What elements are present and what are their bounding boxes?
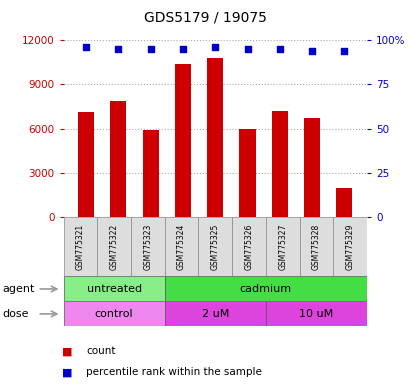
- Point: [211, 44, 218, 50]
- Bar: [110, 101, 126, 217]
- Bar: [207, 58, 223, 217]
- Text: dose: dose: [2, 309, 29, 319]
- Bar: [239, 129, 255, 217]
- Text: GSM775324: GSM775324: [177, 223, 186, 270]
- Text: GSM775322: GSM775322: [109, 223, 118, 270]
- Text: 10 uM: 10 uM: [299, 309, 333, 319]
- FancyBboxPatch shape: [63, 217, 97, 276]
- Text: GSM775328: GSM775328: [311, 223, 320, 270]
- FancyBboxPatch shape: [97, 217, 130, 276]
- Text: GSM775329: GSM775329: [345, 223, 354, 270]
- Text: GSM775327: GSM775327: [277, 223, 286, 270]
- Text: cadmium: cadmium: [239, 284, 291, 294]
- FancyBboxPatch shape: [231, 217, 265, 276]
- Text: GSM775323: GSM775323: [143, 223, 152, 270]
- FancyBboxPatch shape: [63, 276, 164, 301]
- FancyBboxPatch shape: [164, 217, 198, 276]
- Text: GSM775321: GSM775321: [76, 223, 85, 270]
- FancyBboxPatch shape: [265, 301, 366, 326]
- FancyBboxPatch shape: [63, 301, 164, 326]
- Bar: [78, 113, 94, 217]
- Text: ■: ■: [61, 367, 72, 377]
- FancyBboxPatch shape: [333, 217, 366, 276]
- Point: [308, 48, 315, 54]
- FancyBboxPatch shape: [265, 217, 299, 276]
- Text: control: control: [94, 309, 133, 319]
- FancyBboxPatch shape: [130, 217, 164, 276]
- Point: [179, 46, 186, 52]
- Text: agent: agent: [2, 284, 34, 294]
- Point: [147, 46, 154, 52]
- FancyBboxPatch shape: [164, 276, 366, 301]
- Text: ■: ■: [61, 346, 72, 356]
- Text: percentile rank within the sample: percentile rank within the sample: [86, 367, 261, 377]
- FancyBboxPatch shape: [299, 217, 333, 276]
- Text: GSM775325: GSM775325: [210, 223, 219, 270]
- Point: [276, 46, 282, 52]
- Bar: [175, 64, 191, 217]
- Text: 2 uM: 2 uM: [201, 309, 228, 319]
- Text: GSM775326: GSM775326: [244, 223, 253, 270]
- Point: [340, 48, 347, 54]
- Bar: [335, 187, 352, 217]
- Bar: [303, 118, 319, 217]
- FancyBboxPatch shape: [198, 217, 231, 276]
- Text: untreated: untreated: [86, 284, 142, 294]
- Point: [83, 44, 89, 50]
- Text: count: count: [86, 346, 115, 356]
- Point: [244, 46, 250, 52]
- Text: GDS5179 / 19075: GDS5179 / 19075: [143, 10, 266, 24]
- Point: [115, 46, 121, 52]
- FancyBboxPatch shape: [164, 301, 265, 326]
- Bar: [271, 111, 287, 217]
- Bar: [142, 130, 158, 217]
